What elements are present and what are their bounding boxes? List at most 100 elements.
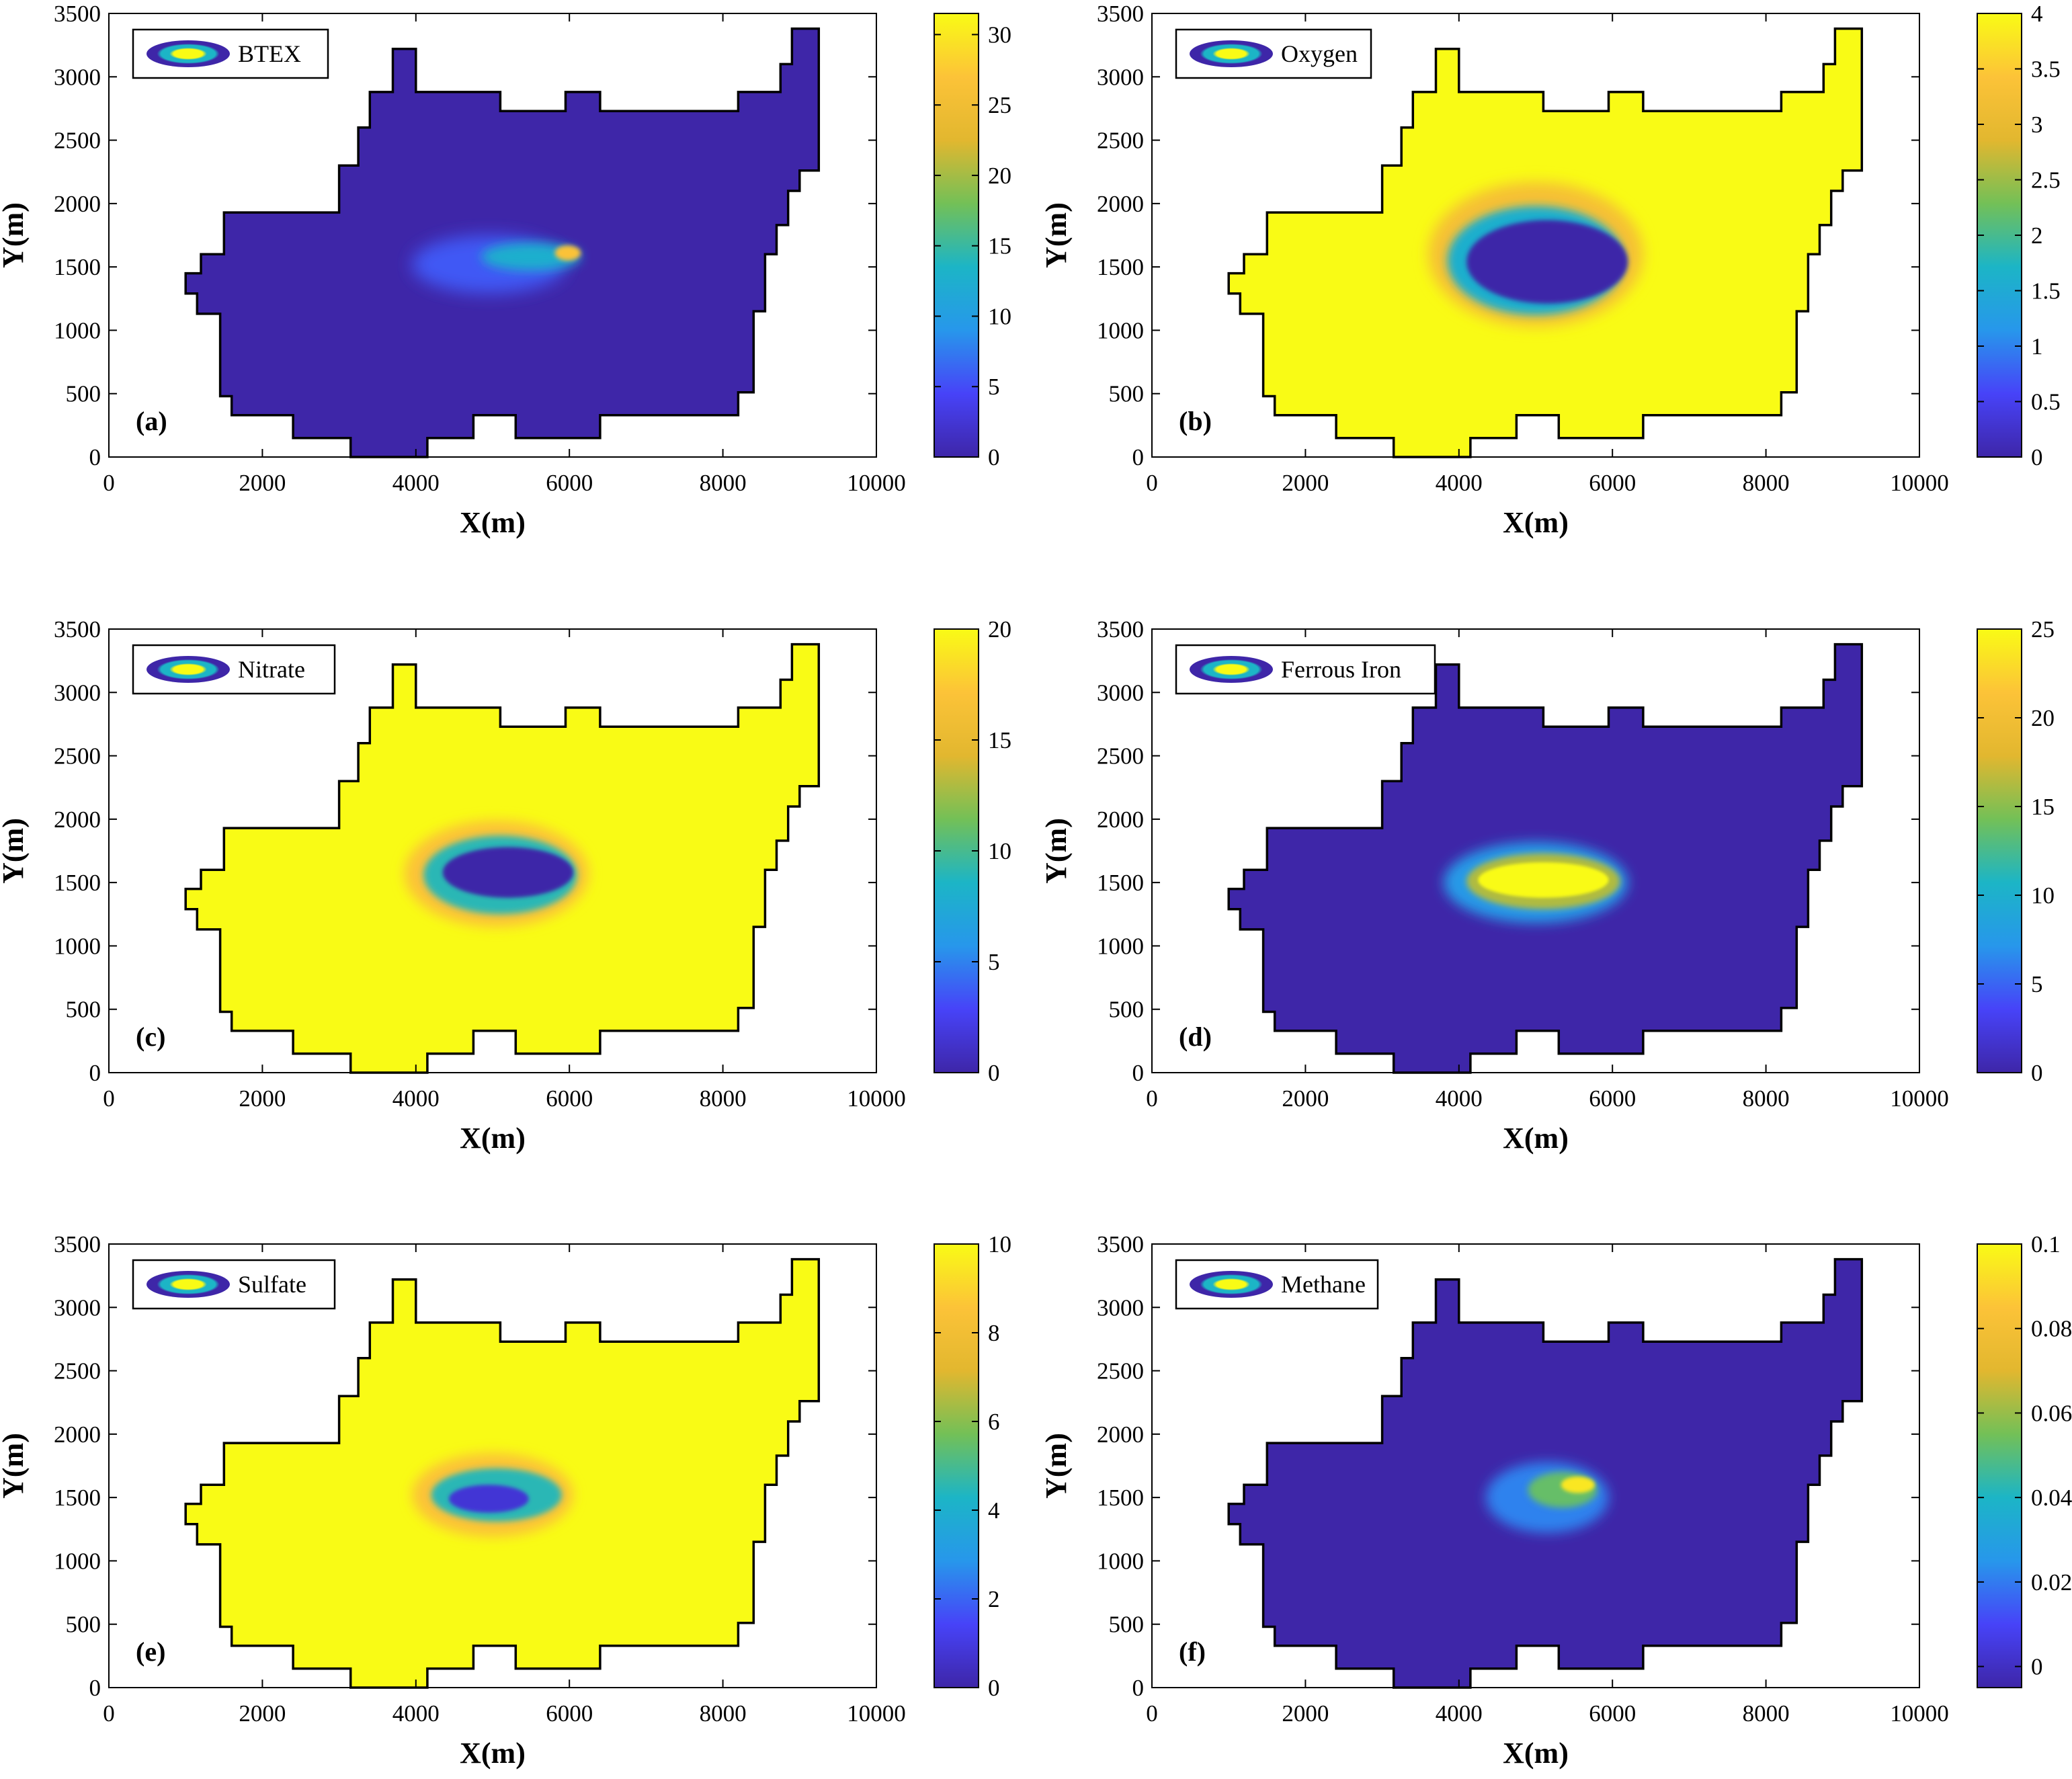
y-tick-label: 2000 <box>1097 191 1144 217</box>
legend-label: Nitrate <box>238 656 305 683</box>
colorbar: 0 5 10 15 20 <box>934 616 1011 1086</box>
plume-layer <box>481 243 581 271</box>
x-tick-label: 8000 <box>700 1700 747 1727</box>
legend-swatch-icon <box>1190 40 1273 67</box>
legend: Methane <box>1175 1259 1379 1310</box>
colorbar-tick-label: 0.06 <box>2031 1400 2072 1426</box>
axes-frame <box>1151 1243 1920 1688</box>
legend-swatch-icon <box>147 1271 230 1298</box>
colorbar-tick-label: 8 <box>988 1320 1000 1346</box>
x-tick-label: 0 <box>1146 1085 1158 1112</box>
panel-e: 0 2000 4000 6000 8000 10000 0 500 1000 1500 2000 25… <box>0 1231 1011 1770</box>
y-tick-label: 1000 <box>54 317 101 343</box>
colorbar-tick-label: 20 <box>2031 705 2055 731</box>
x-tick-label: 2000 <box>239 1085 286 1112</box>
colorbar-tick-label: 1 <box>2031 333 2043 360</box>
y-tick-label: 2500 <box>1097 1358 1144 1384</box>
y-tick-label: 3500 <box>1097 616 1144 643</box>
colorbar: 0 0.02 0.04 0.06 0.08 0.1 <box>1977 1231 2072 1688</box>
colorbar-tick-label: 30 <box>988 22 1011 48</box>
colorbar-tick-label: 10 <box>988 838 1011 864</box>
colorbar-tick-label: 0.1 <box>2031 1231 2061 1257</box>
colorbar-tick-label: 20 <box>988 163 1011 189</box>
colorbar-tick-label: 10 <box>2031 882 2055 909</box>
x-tick-label: 2000 <box>239 1700 286 1727</box>
plume-layer <box>554 245 581 261</box>
y-tick-label: 500 <box>66 997 101 1023</box>
legend-label: Methane <box>1281 1271 1366 1298</box>
x-tick-label: 4000 <box>1436 470 1483 496</box>
colorbar-tick-label: 10 <box>988 1231 1011 1257</box>
y-tick-label: 1000 <box>1097 1548 1144 1574</box>
plume-layer <box>1561 1477 1595 1493</box>
colorbar-tick-label: 15 <box>988 233 1011 259</box>
y-tick-label: 2500 <box>1097 743 1144 770</box>
panel-label: (d) <box>1179 1022 1212 1052</box>
colorbar-tick-label: 3 <box>2031 112 2043 138</box>
y-tick-label: 500 <box>66 381 101 407</box>
y-tick-label: 3000 <box>54 1294 101 1321</box>
y-tick-label: 3000 <box>54 64 101 90</box>
x-axis-label: X(m) <box>1503 1737 1569 1770</box>
x-tick-label: 2000 <box>1282 1085 1329 1112</box>
y-tick-label: 3500 <box>54 616 101 643</box>
y-tick-label: 1500 <box>54 254 101 280</box>
x-tick-label: 10000 <box>847 470 906 496</box>
x-tick-label: 6000 <box>546 1700 593 1727</box>
y-tick-label: 2000 <box>1097 806 1144 833</box>
y-tick-label: 1500 <box>1097 254 1144 280</box>
x-tick-label: 0 <box>103 470 115 496</box>
y-tick-label: 500 <box>1109 381 1145 407</box>
x-tick-label: 2000 <box>239 470 286 496</box>
colorbar-tick-label: 4 <box>2031 1 2043 27</box>
y-tick-label: 0 <box>1132 444 1145 470</box>
legend: BTEX <box>132 28 329 79</box>
y-tick-label: 1500 <box>1097 1485 1144 1511</box>
y-tick-label: 2500 <box>54 128 101 154</box>
axes-frame <box>1151 628 1920 1073</box>
colorbar-tick-label: 2 <box>2031 222 2043 249</box>
x-tick-label: 10000 <box>847 1085 906 1112</box>
panel-label: (a) <box>136 406 167 436</box>
domain-boundary <box>184 27 821 458</box>
plume-layer <box>442 847 573 898</box>
y-tick-label: 3500 <box>54 1231 101 1257</box>
y-tick-label: 2000 <box>54 806 101 833</box>
y-tick-label: 1500 <box>54 870 101 896</box>
y-tick-label: 500 <box>1109 997 1145 1023</box>
x-tick-label: 2000 <box>1282 470 1329 496</box>
y-axis-label: Y(m) <box>0 202 30 268</box>
colorbar: 0 5 10 15 20 25 30 <box>934 13 1011 470</box>
colorbar-tick-label: 5 <box>988 374 1000 400</box>
x-tick-label: 6000 <box>1589 470 1636 496</box>
legend: Sulfate <box>132 1259 336 1310</box>
colorbar-tick-label: 2.5 <box>2031 167 2061 194</box>
colorbar-tick-label: 5 <box>2031 971 2043 997</box>
colorbar-tick-label: 0 <box>2031 1060 2043 1086</box>
plume-layer <box>448 1485 529 1513</box>
y-tick-label: 2500 <box>54 1358 101 1384</box>
x-axis-label: X(m) <box>1503 1122 1569 1155</box>
legend: Ferrous Iron <box>1175 644 1436 695</box>
x-tick-label: 8000 <box>700 1085 747 1112</box>
x-tick-label: 8000 <box>1743 470 1790 496</box>
x-tick-label: 8000 <box>1743 1700 1790 1727</box>
colorbar-tick-label: 1.5 <box>2031 278 2061 304</box>
y-tick-label: 3000 <box>54 679 101 706</box>
y-axis-label: Y(m) <box>1040 202 1073 268</box>
y-tick-label: 3500 <box>1097 1231 1144 1257</box>
y-tick-label: 2500 <box>54 743 101 770</box>
x-tick-label: 10000 <box>847 1700 906 1727</box>
colorbar-tick-label: 0.08 <box>2031 1316 2072 1342</box>
plume-layer <box>1466 220 1628 304</box>
legend-label: Ferrous Iron <box>1281 656 1401 683</box>
y-tick-label: 0 <box>89 1675 101 1701</box>
y-tick-label: 1000 <box>1097 933 1144 959</box>
y-axis-label: Y(m) <box>1040 818 1073 884</box>
y-tick-label: 2000 <box>54 191 101 217</box>
y-axis-label: Y(m) <box>0 1433 30 1499</box>
axes-frame <box>108 1243 877 1688</box>
colorbar-tick-label: 0.02 <box>2031 1569 2072 1596</box>
y-tick-label: 500 <box>66 1612 101 1638</box>
